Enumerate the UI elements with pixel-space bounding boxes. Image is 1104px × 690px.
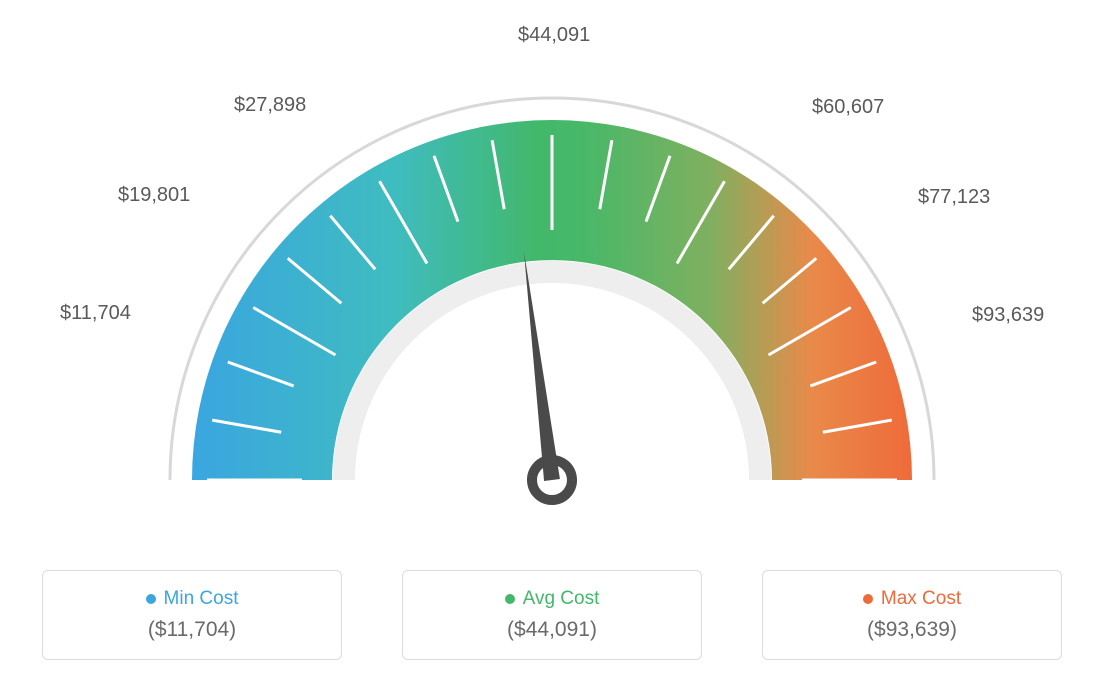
max-dot-icon bbox=[863, 594, 873, 604]
max-cost-title: Max Cost bbox=[881, 588, 961, 610]
gauge-svg bbox=[52, 20, 1052, 560]
legend-row: Min Cost ($11,704) Avg Cost ($44,091) Ma… bbox=[42, 570, 1062, 660]
avg-cost-value: ($44,091) bbox=[507, 618, 597, 642]
scale-label: $27,898 bbox=[234, 94, 306, 117]
min-cost-card: Min Cost ($11,704) bbox=[42, 570, 342, 660]
scale-label: $11,704 bbox=[60, 302, 131, 325]
scale-label: $19,801 bbox=[118, 184, 190, 207]
min-cost-value: ($11,704) bbox=[148, 618, 236, 642]
min-dot-icon bbox=[146, 594, 156, 604]
avg-cost-title-row: Avg Cost bbox=[505, 588, 600, 610]
cost-gauge: $11,704 $19,801 $27,898 $44,091 $60,607 $77,1… bbox=[52, 20, 1052, 560]
scale-label: $77,123 bbox=[918, 186, 990, 209]
max-cost-title-row: Max Cost bbox=[863, 588, 961, 610]
scale-label: $44,091 bbox=[518, 24, 590, 47]
max-cost-card: Max Cost ($93,639) bbox=[762, 570, 1062, 660]
min-cost-title: Min Cost bbox=[164, 588, 239, 610]
avg-cost-title: Avg Cost bbox=[523, 588, 600, 610]
avg-dot-icon bbox=[505, 594, 515, 604]
scale-label: $93,639 bbox=[972, 304, 1044, 327]
max-cost-value: ($93,639) bbox=[867, 618, 957, 642]
avg-cost-card: Avg Cost ($44,091) bbox=[402, 570, 702, 660]
min-cost-title-row: Min Cost bbox=[146, 588, 239, 610]
scale-label: $60,607 bbox=[812, 96, 884, 119]
